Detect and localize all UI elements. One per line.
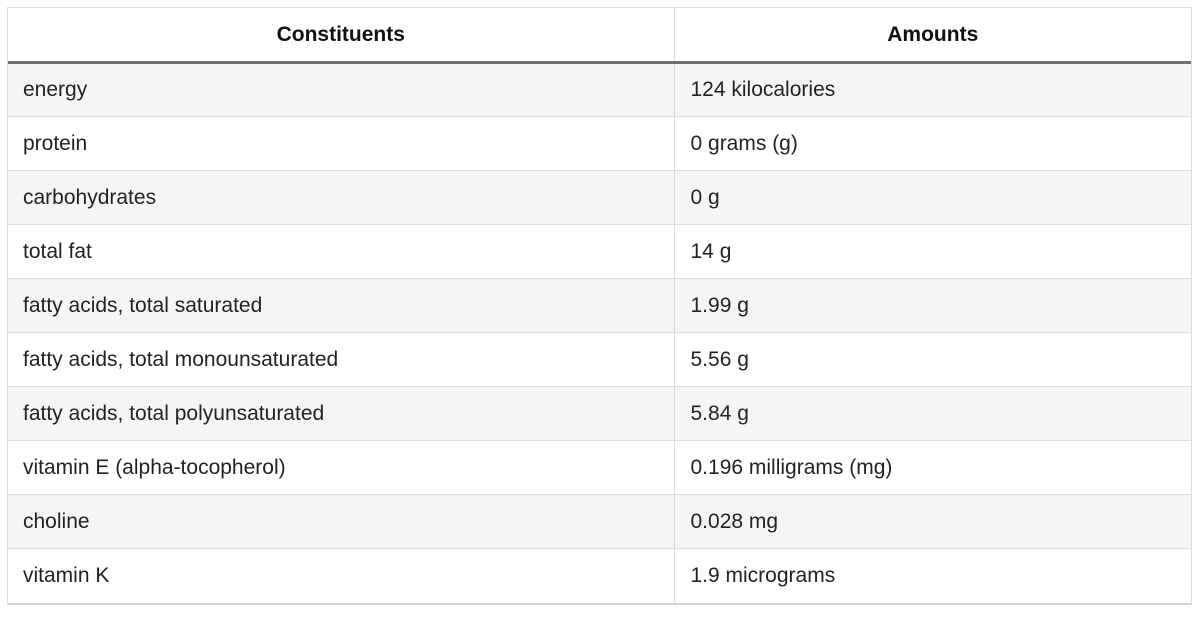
constituent-cell: total fat: [8, 224, 674, 279]
constituent-cell: fatty acids, total saturated: [8, 278, 674, 333]
table-header: Constituents Amounts: [8, 8, 1191, 64]
table-row: fatty acids, total saturated 1.99 g: [8, 278, 1191, 333]
constituent-cell: energy: [8, 62, 674, 117]
amount-cell: 124 kilocalories: [673, 62, 1191, 117]
constituent-cell: carbohydrates: [8, 170, 674, 225]
constituent-cell: fatty acids, total polyunsaturated: [8, 386, 674, 441]
header-amounts: Amounts: [673, 8, 1191, 64]
constituent-cell: vitamin K: [8, 548, 674, 603]
amount-cell: 5.56 g: [673, 332, 1191, 387]
table-row: protein 0 grams (g): [8, 116, 1191, 171]
table-row: fatty acids, total polyunsaturated 5.84 …: [8, 386, 1191, 441]
table-row: vitamin E (alpha-tocopherol) 0.196 milli…: [8, 440, 1191, 495]
table-row: carbohydrates 0 g: [8, 170, 1191, 225]
table-row: energy 124 kilocalories: [8, 62, 1191, 117]
header-row: Constituents Amounts: [8, 8, 1191, 64]
table-row: total fat 14 g: [8, 224, 1191, 279]
amount-cell: 1.99 g: [673, 278, 1191, 333]
constituent-cell: choline: [8, 494, 674, 549]
table-row: fatty acids, total monounsaturated 5.56 …: [8, 332, 1191, 387]
amount-cell: 0.028 mg: [673, 494, 1191, 549]
amount-cell: 0 grams (g): [673, 116, 1191, 171]
table-row: vitamin K 1.9 micrograms: [8, 548, 1191, 603]
amount-cell: 5.84 g: [673, 386, 1191, 441]
amount-cell: 1.9 micrograms: [673, 548, 1191, 603]
nutrition-table-container: Constituents Amounts energy 124 kilocalo…: [7, 7, 1192, 605]
amount-cell: 0 g: [673, 170, 1191, 225]
header-constituents: Constituents: [8, 8, 674, 64]
constituent-cell: fatty acids, total monounsaturated: [8, 332, 674, 387]
constituent-cell: vitamin E (alpha-tocopherol): [8, 440, 674, 495]
amount-cell: 0.196 milligrams (mg): [673, 440, 1191, 495]
table-row: choline 0.028 mg: [8, 494, 1191, 549]
amount-cell: 14 g: [673, 224, 1191, 279]
table-body: energy 124 kilocalories protein 0 grams …: [8, 62, 1191, 603]
nutrition-table: Constituents Amounts energy 124 kilocalo…: [8, 8, 1191, 603]
constituent-cell: protein: [8, 116, 674, 171]
